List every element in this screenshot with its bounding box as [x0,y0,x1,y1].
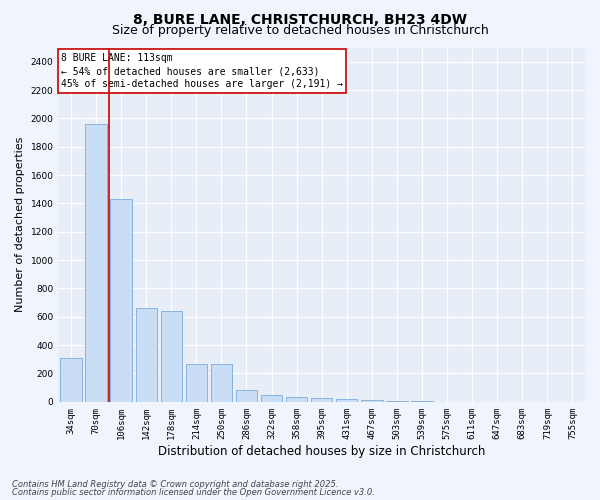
Y-axis label: Number of detached properties: Number of detached properties [15,137,25,312]
X-axis label: Distribution of detached houses by size in Christchurch: Distribution of detached houses by size … [158,444,485,458]
Bar [361,400,383,402]
Bar [136,308,157,402]
Bar [286,397,307,402]
Bar [211,364,232,402]
Text: Contains HM Land Registry data © Crown copyright and database right 2025.: Contains HM Land Registry data © Crown c… [12,480,338,489]
Bar [336,399,358,402]
Bar [261,394,282,402]
Text: Size of property relative to detached houses in Christchurch: Size of property relative to detached ho… [112,24,488,37]
Text: 8, BURE LANE, CHRISTCHURCH, BH23 4DW: 8, BURE LANE, CHRISTCHURCH, BH23 4DW [133,12,467,26]
Bar [161,311,182,402]
Bar [85,124,107,402]
Bar [110,199,132,402]
Bar [185,364,207,402]
Text: Contains public sector information licensed under the Open Government Licence v3: Contains public sector information licen… [12,488,375,497]
Bar [60,358,82,402]
Bar [311,398,332,402]
Bar [386,400,407,402]
Text: 8 BURE LANE: 113sqm
← 54% of detached houses are smaller (2,633)
45% of semi-det: 8 BURE LANE: 113sqm ← 54% of detached ho… [61,53,343,89]
Bar [236,390,257,402]
